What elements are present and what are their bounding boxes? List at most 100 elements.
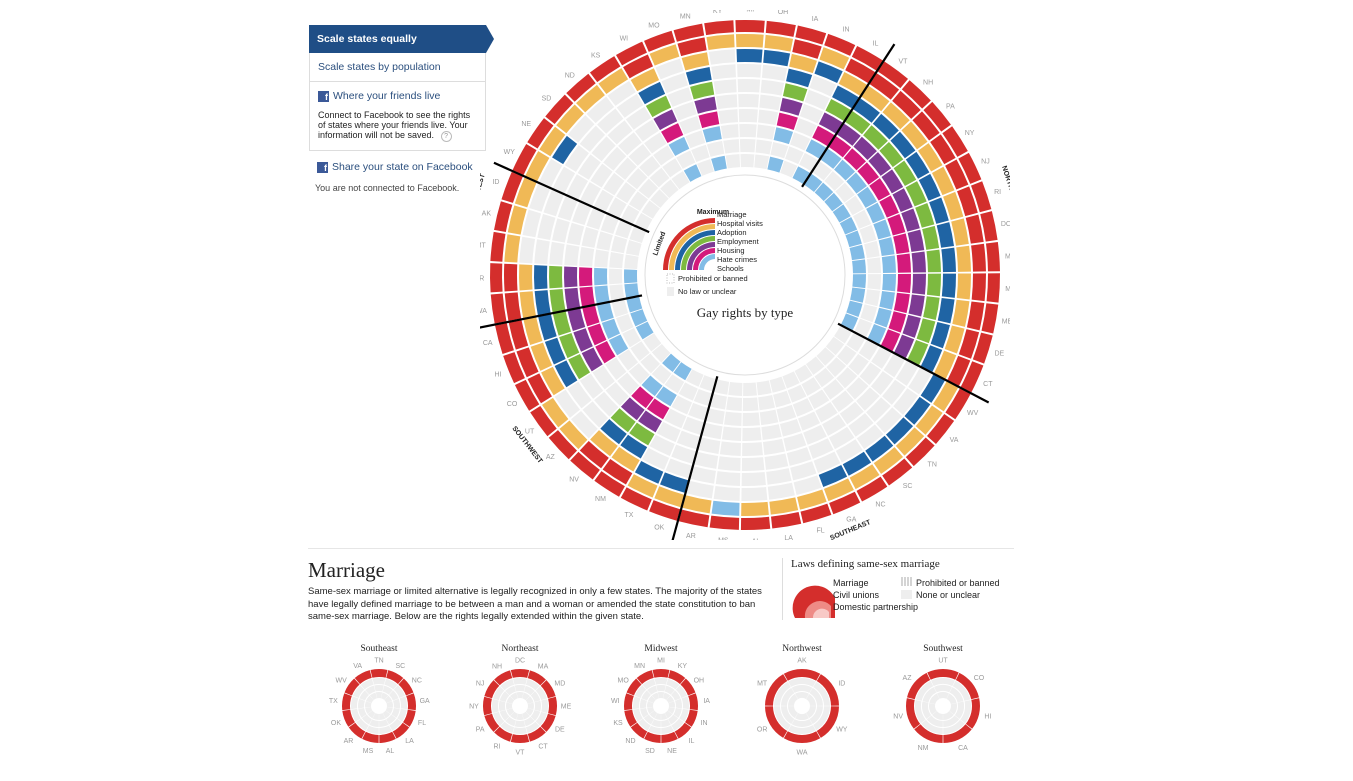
data-cell[interactable]	[611, 235, 628, 254]
data-cell[interactable]	[818, 465, 848, 488]
data-cell[interactable]	[646, 398, 670, 420]
data-cell[interactable]	[926, 414, 955, 444]
data-cell[interactable]	[616, 182, 637, 204]
data-cell[interactable]	[756, 124, 776, 140]
data-cell[interactable]	[812, 161, 832, 181]
data-cell[interactable]	[539, 126, 566, 157]
data-cell[interactable]	[794, 118, 817, 138]
data-cell[interactable]	[507, 205, 527, 235]
share-link[interactable]: f Share your state on Facebook	[309, 161, 486, 173]
data-cell[interactable]	[877, 61, 909, 89]
data-cell[interactable]	[970, 181, 992, 213]
data-cell[interactable]	[866, 202, 885, 224]
data-cell[interactable]	[573, 328, 593, 352]
data-cell[interactable]	[770, 141, 789, 159]
data-cell[interactable]	[836, 367, 858, 389]
data-cell[interactable]	[512, 143, 537, 175]
data-cell[interactable]	[713, 79, 737, 95]
data-cell[interactable]	[654, 486, 685, 508]
data-cell[interactable]	[530, 405, 557, 437]
data-cell[interactable]	[624, 254, 639, 270]
data-cell[interactable]	[688, 402, 709, 421]
data-cell[interactable]	[923, 296, 940, 320]
data-cell[interactable]	[931, 166, 955, 196]
data-cell[interactable]	[737, 79, 761, 93]
friends-link[interactable]: f Where your friends live	[318, 90, 477, 102]
data-cell[interactable]	[602, 458, 633, 485]
data-cell[interactable]	[958, 329, 980, 359]
data-cell[interactable]	[594, 285, 610, 304]
data-cell[interactable]	[800, 503, 832, 524]
data-cell[interactable]	[638, 178, 659, 199]
data-cell[interactable]	[852, 209, 872, 229]
data-cell[interactable]	[867, 323, 887, 345]
data-cell[interactable]	[882, 458, 913, 486]
data-cell[interactable]	[951, 218, 969, 246]
data-cell[interactable]	[655, 58, 684, 80]
data-cell[interactable]	[872, 113, 899, 140]
data-cell[interactable]	[642, 447, 670, 470]
data-cell[interactable]	[664, 408, 687, 429]
data-cell[interactable]	[620, 487, 652, 511]
data-cell[interactable]	[952, 299, 970, 327]
data-cell[interactable]	[594, 267, 608, 286]
data-cell[interactable]	[764, 453, 789, 470]
data-cell[interactable]	[819, 47, 850, 70]
data-cell[interactable]	[662, 353, 681, 373]
data-cell[interactable]	[635, 321, 654, 340]
data-cell[interactable]	[671, 171, 690, 190]
data-cell[interactable]	[685, 130, 706, 149]
data-cell[interactable]	[761, 424, 782, 441]
data-cell[interactable]	[857, 186, 877, 208]
data-cell[interactable]	[912, 111, 940, 141]
data-cell[interactable]	[626, 168, 648, 190]
data-cell[interactable]	[644, 132, 667, 154]
data-cell[interactable]	[945, 388, 971, 420]
data-cell[interactable]	[908, 294, 925, 317]
data-cell[interactable]	[805, 139, 827, 159]
data-cell[interactable]	[869, 73, 900, 100]
data-cell[interactable]	[628, 363, 650, 385]
data-cell[interactable]	[845, 230, 862, 248]
data-cell[interactable]	[879, 195, 899, 218]
data-cell[interactable]	[554, 360, 578, 388]
data-cell[interactable]	[881, 169, 904, 194]
data-cell[interactable]	[803, 424, 827, 445]
data-cell[interactable]	[676, 430, 701, 450]
data-cell[interactable]	[918, 143, 943, 172]
data-cell[interactable]	[605, 357, 627, 380]
data-cell[interactable]	[522, 209, 542, 238]
data-cell[interactable]	[556, 104, 584, 134]
data-cell[interactable]	[929, 197, 949, 224]
data-cell[interactable]	[838, 72, 868, 96]
data-cell[interactable]	[701, 422, 723, 440]
data-cell[interactable]	[552, 135, 578, 165]
data-cell[interactable]	[943, 191, 964, 220]
data-cell[interactable]	[609, 284, 625, 301]
data-cell[interactable]	[713, 485, 740, 501]
data-cell[interactable]	[846, 172, 867, 194]
data-cell[interactable]	[814, 367, 835, 388]
data-cell[interactable]	[986, 273, 1000, 303]
data-cell[interactable]	[972, 332, 993, 364]
data-cell[interactable]	[620, 434, 648, 459]
data-cell[interactable]	[756, 380, 772, 396]
data-cell[interactable]	[655, 386, 677, 407]
data-cell[interactable]	[608, 334, 629, 356]
data-cell[interactable]	[741, 472, 766, 487]
data-cell[interactable]	[942, 126, 968, 157]
data-cell[interactable]	[936, 222, 954, 248]
data-cell[interactable]	[571, 410, 598, 439]
data-cell[interactable]	[846, 332, 866, 352]
data-cell[interactable]	[519, 291, 536, 319]
data-cell[interactable]	[920, 345, 943, 373]
data-cell[interactable]	[534, 265, 548, 290]
data-cell[interactable]	[839, 401, 864, 425]
data-cell[interactable]	[815, 401, 838, 423]
data-cell[interactable]	[894, 334, 915, 359]
data-cell[interactable]	[741, 486, 768, 501]
data-cell[interactable]	[759, 94, 782, 111]
data-cell[interactable]	[641, 200, 660, 219]
data-cell[interactable]	[853, 136, 877, 160]
data-cell[interactable]	[504, 234, 521, 263]
